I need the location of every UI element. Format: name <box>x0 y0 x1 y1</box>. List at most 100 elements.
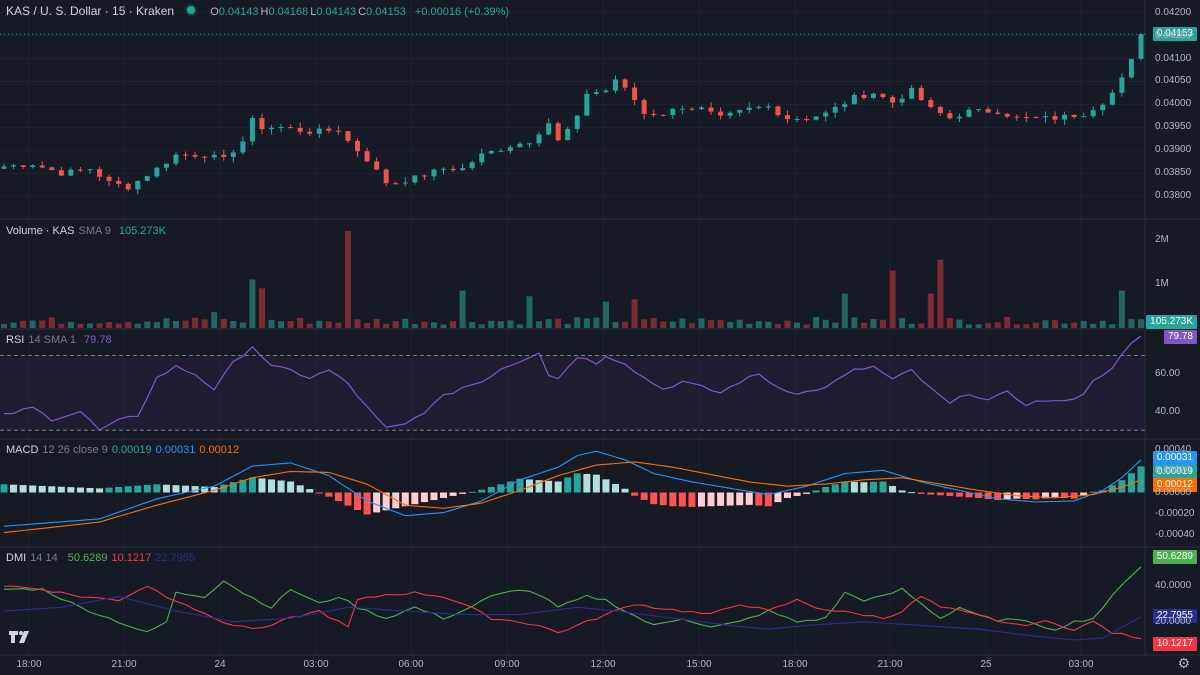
ohlc-o: O0.04143 <box>210 6 259 18</box>
macd-histogram-bar <box>516 478 524 493</box>
candle <box>756 107 762 109</box>
macd-tick-label: -0.00040 <box>1155 528 1195 540</box>
volume-bar <box>316 320 323 328</box>
macd-histogram-bar <box>984 492 992 500</box>
candle <box>842 104 848 107</box>
symbol-title[interactable]: KAS / U. S. Dollar · 15 · Kraken <box>6 4 175 18</box>
macd-histogram-bar <box>373 492 381 513</box>
volume-bar <box>669 321 676 328</box>
volume-bar <box>10 322 17 328</box>
macd-histogram-bar <box>707 492 715 507</box>
macd-histogram-bar <box>764 492 772 507</box>
volume-bar <box>602 301 609 328</box>
candle <box>660 114 666 116</box>
candle <box>909 87 915 99</box>
macd-histogram-bar <box>191 486 199 493</box>
volume-bar <box>908 323 915 328</box>
macd-histogram-bar <box>1061 492 1069 498</box>
macd-histogram-bar <box>96 488 104 493</box>
volume-bar <box>144 321 151 328</box>
candle <box>698 107 704 110</box>
dmi-params: 14 14 <box>30 552 58 564</box>
macd-histogram-bar <box>726 492 734 506</box>
volume-bar <box>230 320 237 328</box>
volume-bar <box>287 321 294 328</box>
time-tick-label: 12:00 <box>590 659 616 670</box>
macd-histogram-bar <box>29 485 37 493</box>
candle <box>603 90 609 93</box>
candle <box>574 115 580 129</box>
volume-bar <box>841 293 848 328</box>
volume-bar <box>688 323 695 328</box>
volume-bar <box>239 322 246 328</box>
candle <box>68 169 74 176</box>
candle <box>956 116 962 119</box>
macd-histogram-bar <box>697 492 705 507</box>
rsi-tick-label: 40.00 <box>1155 405 1181 417</box>
macd-histogram-bar <box>268 479 276 493</box>
dmi-minus-tag: 10.1217 <box>1152 637 1197 651</box>
volume-bar <box>354 319 361 328</box>
volume-bar <box>679 318 686 328</box>
macd-histogram-bar <box>793 492 801 496</box>
macd-histogram-bar <box>1070 492 1078 499</box>
macd-histogram-bar <box>755 492 763 506</box>
dmi-adx-value: 22.7955 <box>155 552 195 564</box>
time-tick-label: 03:00 <box>303 659 329 670</box>
macd-signal-line <box>3 461 1142 534</box>
volume-bar <box>660 321 667 328</box>
macd-histogram-bar <box>946 492 954 496</box>
candle <box>1062 114 1068 120</box>
volume-bar <box>736 319 743 328</box>
macd-histogram-bar <box>889 485 897 493</box>
candle <box>221 154 227 157</box>
candle <box>297 127 303 132</box>
macd-histogram-bar <box>1108 485 1116 493</box>
settings-gear-icon[interactable]: ⚙ <box>1177 655 1190 671</box>
macd-histogram-bar <box>1089 491 1097 493</box>
volume-bar <box>1099 320 1106 328</box>
candle <box>679 108 685 110</box>
macd-histogram-bar <box>57 486 65 493</box>
candle <box>355 140 361 152</box>
candle <box>593 92 599 94</box>
rsi-legend: RSI 14 SMA 1 79.78 <box>6 334 116 346</box>
volume-last-tag: 105.273K <box>1146 315 1197 329</box>
macd-histogram-bar <box>879 481 887 493</box>
macd-histogram-bar <box>860 482 868 493</box>
macd-histogram-bar <box>287 481 295 493</box>
rsi-last-tag: 79.78 <box>1163 330 1197 345</box>
candle <box>651 113 657 115</box>
volume-bar <box>927 293 934 328</box>
volume-title[interactable]: Volume · KAS <box>6 225 75 237</box>
candle <box>345 131 351 141</box>
candle <box>441 168 447 170</box>
candle <box>612 79 618 91</box>
volume-bar <box>344 231 351 328</box>
tradingview-logo-icon[interactable] <box>8 628 30 646</box>
candle <box>861 95 867 98</box>
volume-bar <box>593 317 600 328</box>
macd-signal-value: 0.00012 <box>199 444 240 456</box>
macd-histogram-bar <box>306 489 314 493</box>
macd-histogram-bar <box>239 479 247 493</box>
macd-title[interactable]: MACD <box>6 444 39 456</box>
candle <box>823 112 829 117</box>
macd-histogram-bar <box>19 485 27 493</box>
volume-bar <box>803 324 810 328</box>
volume-bar <box>784 320 791 328</box>
rsi-title[interactable]: RSI <box>6 334 25 346</box>
candle <box>1014 116 1020 118</box>
candle <box>1109 92 1115 105</box>
volume-bar <box>708 320 715 328</box>
macd-histogram-bar <box>411 492 419 505</box>
volume-bar <box>1042 320 1049 328</box>
volume-bar <box>755 321 762 328</box>
macd-legend: MACD 12 26 close 9 0.00019 0.00031 0.00012 <box>6 444 243 456</box>
dmi-title[interactable]: DMI <box>6 552 27 564</box>
volume-bar <box>278 321 285 328</box>
volume-bar <box>306 323 313 328</box>
macd-histogram-bar <box>736 492 744 506</box>
candle <box>1128 58 1134 78</box>
